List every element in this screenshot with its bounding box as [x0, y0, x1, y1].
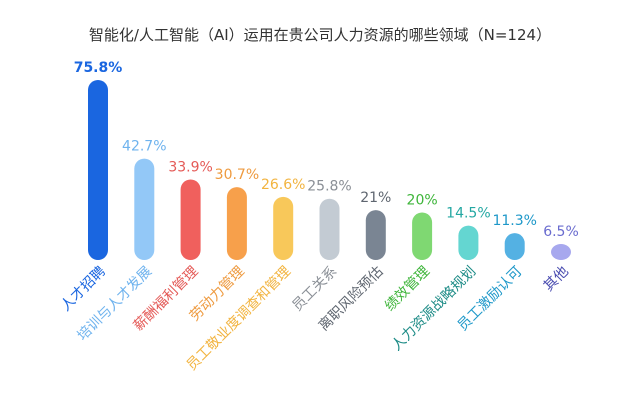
bar-9	[458, 225, 479, 260]
bar-2	[134, 158, 155, 260]
category-labels-group: 人才招聘培训与人才发展薪酬福利管理劳动力管理员工敬业度调查和管理员工关系离职风险…	[58, 263, 572, 374]
value-label-10: 11.3%	[492, 213, 536, 229]
value-label-1: 75.8%	[74, 60, 123, 76]
bar-7	[365, 210, 386, 260]
bar-6	[319, 198, 340, 260]
bar-1	[88, 80, 108, 260]
category-label-11: 其他	[541, 264, 572, 295]
value-labels-group: 75.8% 42.7%33.9% 30.7%26.6% 25.8% 21% 20% 14.5…	[74, 60, 579, 240]
value-label-8: 20%	[407, 193, 438, 209]
category-label-9: 人力资源战略规划	[389, 264, 480, 355]
bar-5	[273, 196, 294, 260]
bar-4	[226, 187, 247, 260]
bar-3	[180, 179, 201, 260]
value-label-3: 33.9%	[168, 159, 212, 175]
value-label-7: 21%	[360, 190, 391, 206]
value-label-2: 42.7%	[122, 139, 166, 155]
value-label-6: 25.8%	[307, 179, 351, 195]
bars-group	[88, 80, 571, 260]
bar-11	[551, 244, 571, 260]
value-label-11: 6.5%	[543, 224, 579, 240]
bar-10	[504, 233, 525, 260]
value-label-5: 26.6%	[261, 177, 305, 193]
value-label-4: 30.7%	[215, 167, 259, 183]
chart-title: 智能化/人工智能（AI）运用在贵公司人力资源的哪些领域（N=124）	[89, 26, 551, 44]
bar-8	[412, 212, 433, 260]
value-label-9: 14.5%	[446, 206, 490, 222]
